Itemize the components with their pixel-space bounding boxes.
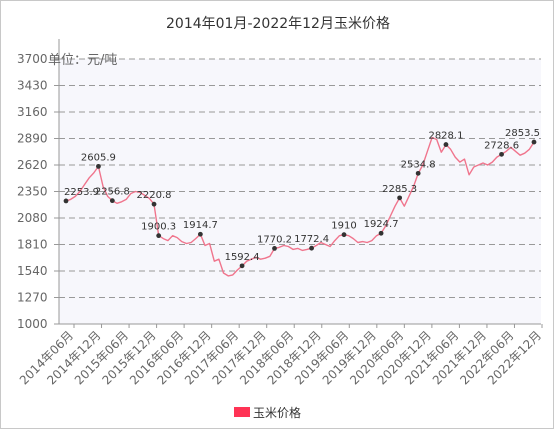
y-tick-label: 1000 — [17, 317, 48, 331]
data-point — [341, 232, 347, 238]
data-labels: 2253.9 2605.9 2256.8 2220.8 1900.3 1914.7 1592… — [64, 128, 540, 263]
data-label: 1592.4 — [225, 252, 260, 263]
data-point — [415, 170, 421, 176]
chart-title: 2014年01月-2022年12月玉米价格 — [166, 16, 390, 32]
series-group — [63, 136, 537, 277]
legend-swatch — [234, 407, 250, 417]
data-label: 2253.9 — [64, 187, 99, 198]
data-label: 2534.8 — [401, 159, 436, 170]
data-point — [109, 198, 115, 204]
data-point — [443, 142, 449, 147]
y-tick-label: 1270 — [17, 291, 48, 305]
unit-label: 单位：元/吨 — [48, 53, 117, 68]
y-tick-label: 2620 — [17, 158, 48, 172]
data-label: 1900.3 — [141, 222, 176, 233]
data-point — [156, 233, 162, 239]
data-point — [63, 198, 69, 204]
data-label: 2256.8 — [95, 187, 130, 198]
price-line — [65, 136, 535, 277]
y-tick-label: 2350 — [17, 185, 48, 199]
data-point — [197, 231, 203, 237]
data-point — [499, 151, 504, 157]
data-point — [151, 201, 157, 207]
y-tick-label: 3700 — [17, 52, 48, 66]
y-tick-label: 1540 — [17, 264, 48, 278]
data-point — [272, 246, 277, 251]
data-point — [96, 163, 101, 169]
data-label: 1910 — [331, 221, 356, 232]
y-tick-label: 3160 — [17, 105, 48, 119]
y-tick-label: 2890 — [17, 132, 48, 146]
data-label: 2285.3 — [382, 184, 417, 195]
data-label: 1924.7 — [364, 219, 399, 230]
data-point — [309, 245, 314, 251]
data-label: 2728.6 — [484, 140, 519, 151]
legend-label: 玉米价格 — [253, 405, 301, 420]
legend[interactable]: 玉米价格 — [234, 405, 301, 420]
data-point — [239, 263, 245, 269]
data-label: 2220.8 — [137, 190, 172, 201]
data-label: 2853.5 — [505, 128, 540, 139]
data-label: 1772.4 — [294, 234, 329, 245]
y-tick-label: 3430 — [17, 79, 48, 93]
data-label: 2828.1 — [428, 131, 463, 142]
y-tick-label: 2080 — [17, 211, 48, 225]
data-label: 1770.2 — [257, 234, 292, 245]
data-label: 1914.7 — [183, 220, 218, 231]
data-point — [531, 139, 537, 145]
gridlines — [59, 58, 541, 298]
data-label: 2605.9 — [81, 152, 116, 163]
x-axis-ticks: 2014年06月2014年12月2015年06月2015年12月2016年06月… — [17, 324, 544, 387]
y-axis-ticks: 1000 1270 1540 1810 2080 2350 2620 2890 3160 3430… — [17, 52, 59, 331]
y-tick-label: 1810 — [17, 238, 48, 252]
data-point — [378, 230, 384, 236]
data-point — [397, 195, 403, 201]
